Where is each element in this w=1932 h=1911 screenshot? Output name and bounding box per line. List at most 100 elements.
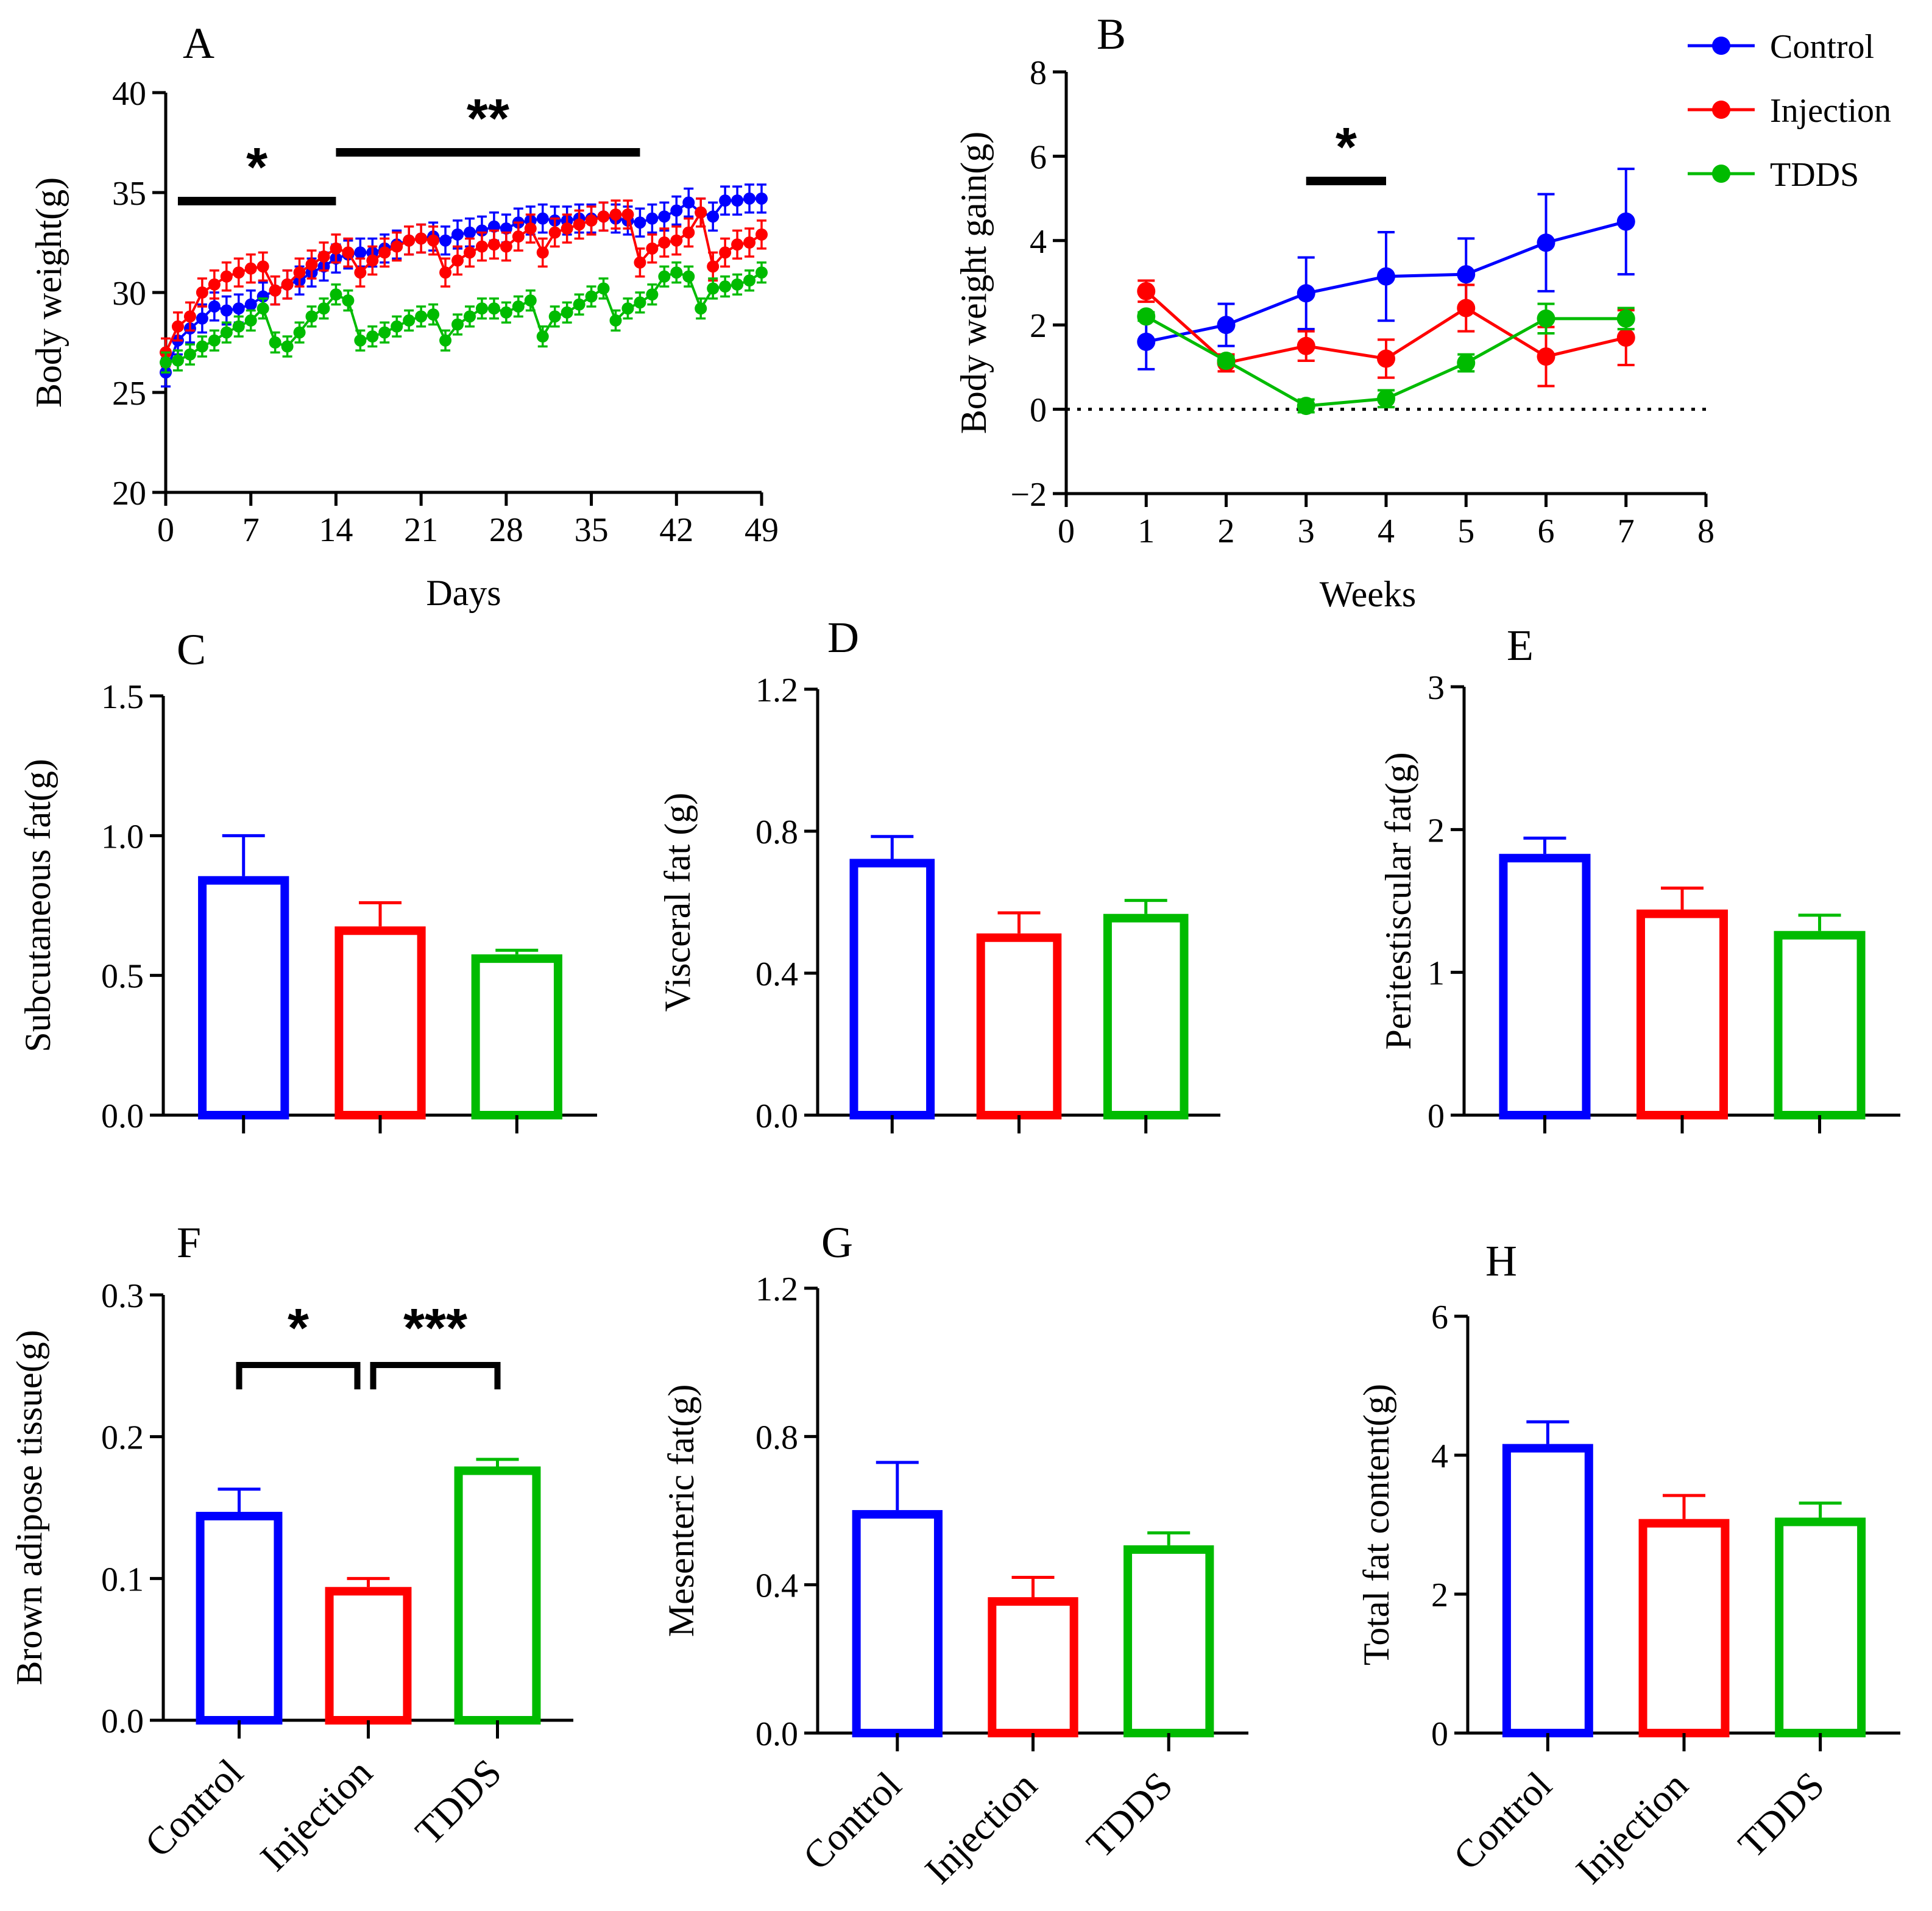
data-point	[536, 246, 549, 259]
x-tick-label: 4	[1378, 512, 1395, 550]
bar-control	[1502, 1444, 1593, 1738]
panel-label: A	[183, 19, 214, 68]
y-tick-label: 0.8	[755, 1419, 798, 1456]
y-tick-label: 2	[1030, 307, 1047, 345]
bar-control	[198, 876, 289, 1119]
data-point	[1616, 328, 1635, 347]
significance-marker: *	[288, 1298, 309, 1359]
y-tick-label: 0.0	[755, 1097, 798, 1135]
data-point	[451, 318, 464, 331]
data-point	[1377, 389, 1395, 408]
data-point	[1377, 349, 1395, 368]
panel-label: F	[177, 1218, 201, 1267]
legend-label: Control	[1770, 28, 1874, 66]
data-point	[257, 302, 269, 315]
data-point	[621, 302, 634, 315]
x-tick-label: 5	[1457, 512, 1474, 550]
panel-e: E 0 1 2 3 Peritestiscular fat(g)	[1378, 621, 1900, 1135]
data-point	[670, 266, 683, 279]
y-tick-label: 0.0	[101, 1703, 144, 1740]
data-point	[391, 320, 403, 333]
data-point	[427, 308, 440, 321]
x-tick-label: 14	[319, 511, 353, 549]
data-point	[281, 278, 294, 291]
panel-g: G 0.0 0.4 0.8 1.2 Mesenteric fat(g) Control Inj…	[661, 1218, 1248, 1892]
data-point	[171, 320, 184, 333]
y-axis-title: Visceral fat (g)	[657, 793, 698, 1012]
legend-item-tdds: TDDS	[1688, 156, 1859, 194]
data-point	[330, 288, 342, 301]
data-point	[548, 310, 561, 323]
data-point	[500, 306, 512, 319]
data-point	[232, 320, 245, 333]
significance-marker: *	[246, 137, 267, 198]
y-tick-label: 1.0	[101, 818, 144, 856]
x-tick-label: 7	[1618, 512, 1635, 550]
data-point	[670, 234, 683, 247]
data-point	[427, 234, 440, 247]
data-point	[1537, 347, 1555, 366]
data-point	[573, 218, 586, 231]
data-point	[281, 340, 294, 353]
legend-marker	[1712, 37, 1730, 55]
data-point	[755, 228, 768, 241]
data-point	[1616, 309, 1635, 328]
legend: Control Injection TDDS	[1688, 28, 1891, 194]
data-point	[646, 212, 659, 225]
x-category-label: Control	[1445, 1764, 1560, 1878]
data-point	[475, 302, 488, 315]
significance-bracket	[236, 1362, 361, 1389]
data-point	[609, 314, 622, 327]
data-point	[160, 356, 172, 369]
data-point	[1297, 284, 1315, 303]
data-point	[451, 254, 464, 267]
y-tick-label: 3	[1428, 669, 1445, 707]
bar-control	[852, 1510, 943, 1737]
data-point	[269, 336, 281, 349]
data-point	[585, 290, 598, 303]
bar-control	[849, 859, 935, 1120]
data-point	[342, 246, 355, 259]
y-tick-label: 0	[1431, 1715, 1448, 1753]
x-category-label: TDDS	[407, 1751, 509, 1853]
data-point	[707, 260, 720, 273]
series-injection	[160, 197, 768, 368]
data-point	[536, 212, 549, 225]
data-point	[342, 294, 355, 307]
data-point	[561, 222, 573, 235]
data-point	[1537, 233, 1555, 252]
y-tick-label: 0.1	[101, 1561, 144, 1598]
x-tick-label: 7	[242, 511, 260, 549]
data-point	[293, 266, 306, 279]
data-point	[269, 284, 281, 297]
data-point	[548, 226, 561, 239]
bar-tdds	[1775, 1517, 1866, 1737]
data-point	[403, 314, 416, 327]
data-point	[196, 312, 208, 325]
data-point	[354, 334, 367, 347]
data-point	[439, 266, 452, 279]
data-point	[719, 280, 732, 293]
y-tick-label: 2	[1428, 812, 1445, 849]
data-point	[731, 278, 744, 291]
data-point	[354, 266, 367, 279]
data-point	[719, 194, 732, 207]
data-point	[524, 222, 537, 235]
data-point	[707, 282, 720, 295]
series-tdds	[160, 261, 768, 374]
data-point	[403, 234, 416, 247]
significance-marker: *	[1336, 117, 1357, 178]
data-point	[695, 206, 707, 219]
data-point	[305, 310, 318, 323]
legend-marker	[1712, 165, 1730, 183]
data-point	[1217, 352, 1236, 370]
data-point	[634, 256, 646, 269]
bar-injection	[976, 933, 1062, 1119]
data-point	[500, 240, 512, 253]
x-tick-label: 8	[1697, 512, 1714, 550]
y-tick-label: 1.2	[755, 1271, 798, 1308]
y-tick-label: 0.3	[101, 1277, 144, 1315]
series-control	[160, 183, 768, 388]
y-tick-label: 0.2	[101, 1419, 144, 1457]
y-tick-label: 6	[1431, 1299, 1448, 1336]
